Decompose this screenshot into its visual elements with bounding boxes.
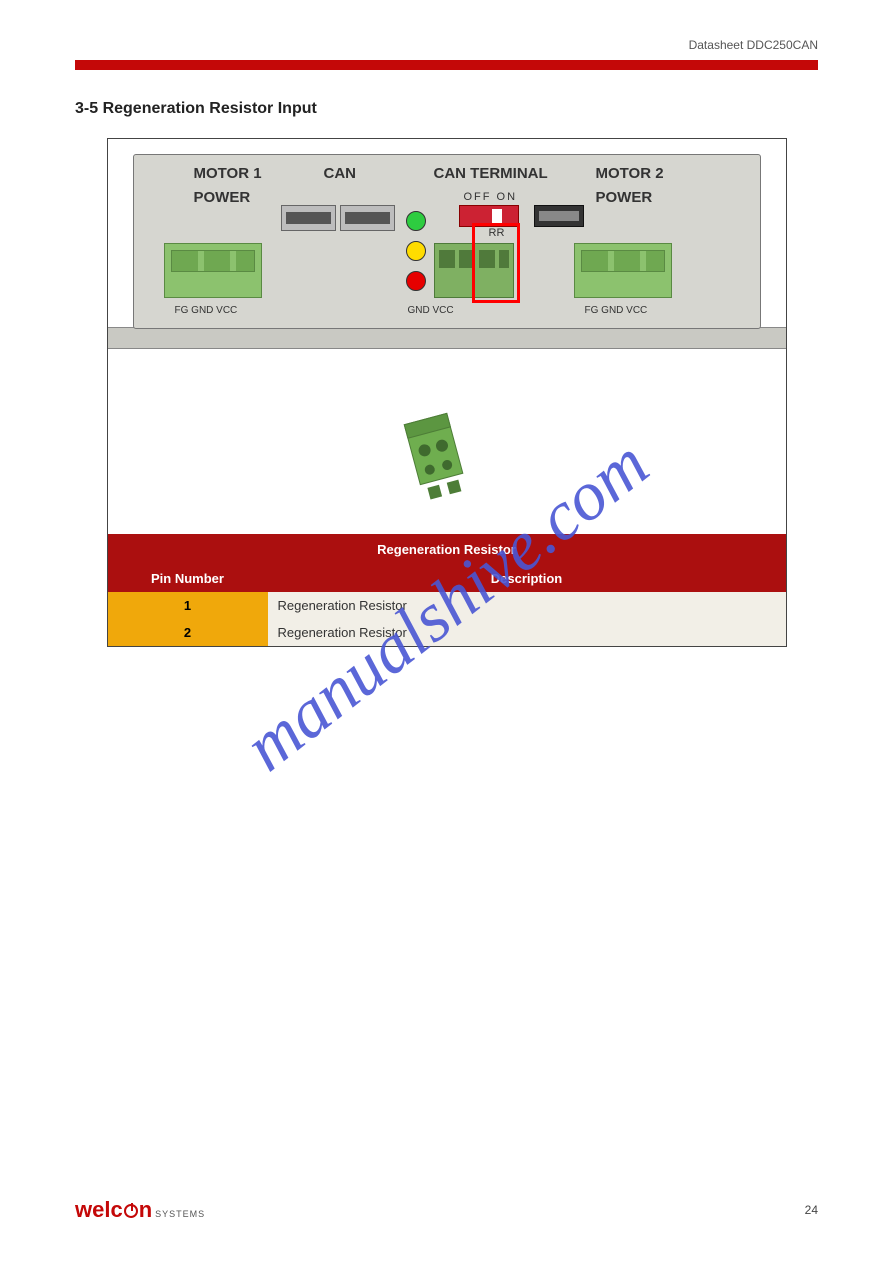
pin-table: Regeneration Resistor Pin Number Descrip…	[108, 534, 786, 646]
device-base-rail	[108, 327, 786, 349]
connector-motor2-power	[574, 243, 672, 298]
device-body: MOTOR 1 POWER CAN CAN TERMINAL MOTOR 2 P…	[133, 154, 761, 329]
label-pins-mid: GND VCC	[408, 305, 454, 316]
table-col-pin: Pin Number	[108, 565, 268, 592]
led-yellow	[406, 241, 426, 261]
header-divider	[75, 60, 818, 70]
connector-can-a	[281, 205, 336, 231]
label-off-on: OFF ON	[464, 191, 518, 203]
device-figure: MOTOR 1 POWER CAN CAN TERMINAL MOTOR 2 P…	[107, 138, 787, 647]
connector-aux	[534, 205, 584, 227]
table-cell-pin: 1	[108, 592, 268, 619]
table-title: Regeneration Resistor	[108, 534, 786, 565]
logo-systems: SYSTEMS	[155, 1209, 205, 1219]
plug-icon	[393, 399, 483, 509]
rr-highlight-box	[472, 223, 520, 303]
logo-text-1: welc	[75, 1197, 123, 1222]
led-red	[406, 271, 426, 291]
page-number: 24	[805, 1203, 818, 1217]
connector-can-b	[340, 205, 395, 231]
table-cell-pin: 2	[108, 619, 268, 646]
connector-motor1-power	[164, 243, 262, 298]
label-can-terminal: CAN TERMINAL	[434, 165, 548, 182]
label-motor1: MOTOR 1	[194, 165, 262, 182]
table-row: 1 Regeneration Resistor	[108, 592, 786, 619]
label-motor2-power: POWER	[596, 189, 653, 206]
label-motor1-power: POWER	[194, 189, 251, 206]
table-cell-desc: Regeneration Resistor	[268, 619, 786, 646]
label-can: CAN	[324, 165, 357, 182]
logo-text-2: n	[139, 1197, 152, 1222]
power-icon	[124, 1204, 138, 1218]
label-pins-m2: FG GND VCC	[585, 305, 648, 316]
logo: welcnSYSTEMS	[75, 1197, 205, 1223]
table-cell-desc: Regeneration Resistor	[268, 592, 786, 619]
doc-title: Datasheet DDC250CAN	[689, 38, 818, 52]
led-green	[406, 211, 426, 231]
table-row: 2 Regeneration Resistor	[108, 619, 786, 646]
label-pins-m1: FG GND VCC	[175, 305, 238, 316]
label-motor2: MOTOR 2	[596, 165, 664, 182]
table-col-desc: Description	[268, 565, 786, 592]
section-heading: 3-5 Regeneration Resistor Input	[75, 100, 818, 118]
plug-illustration-area	[108, 359, 786, 534]
footer: welcnSYSTEMS 24	[75, 1197, 818, 1223]
